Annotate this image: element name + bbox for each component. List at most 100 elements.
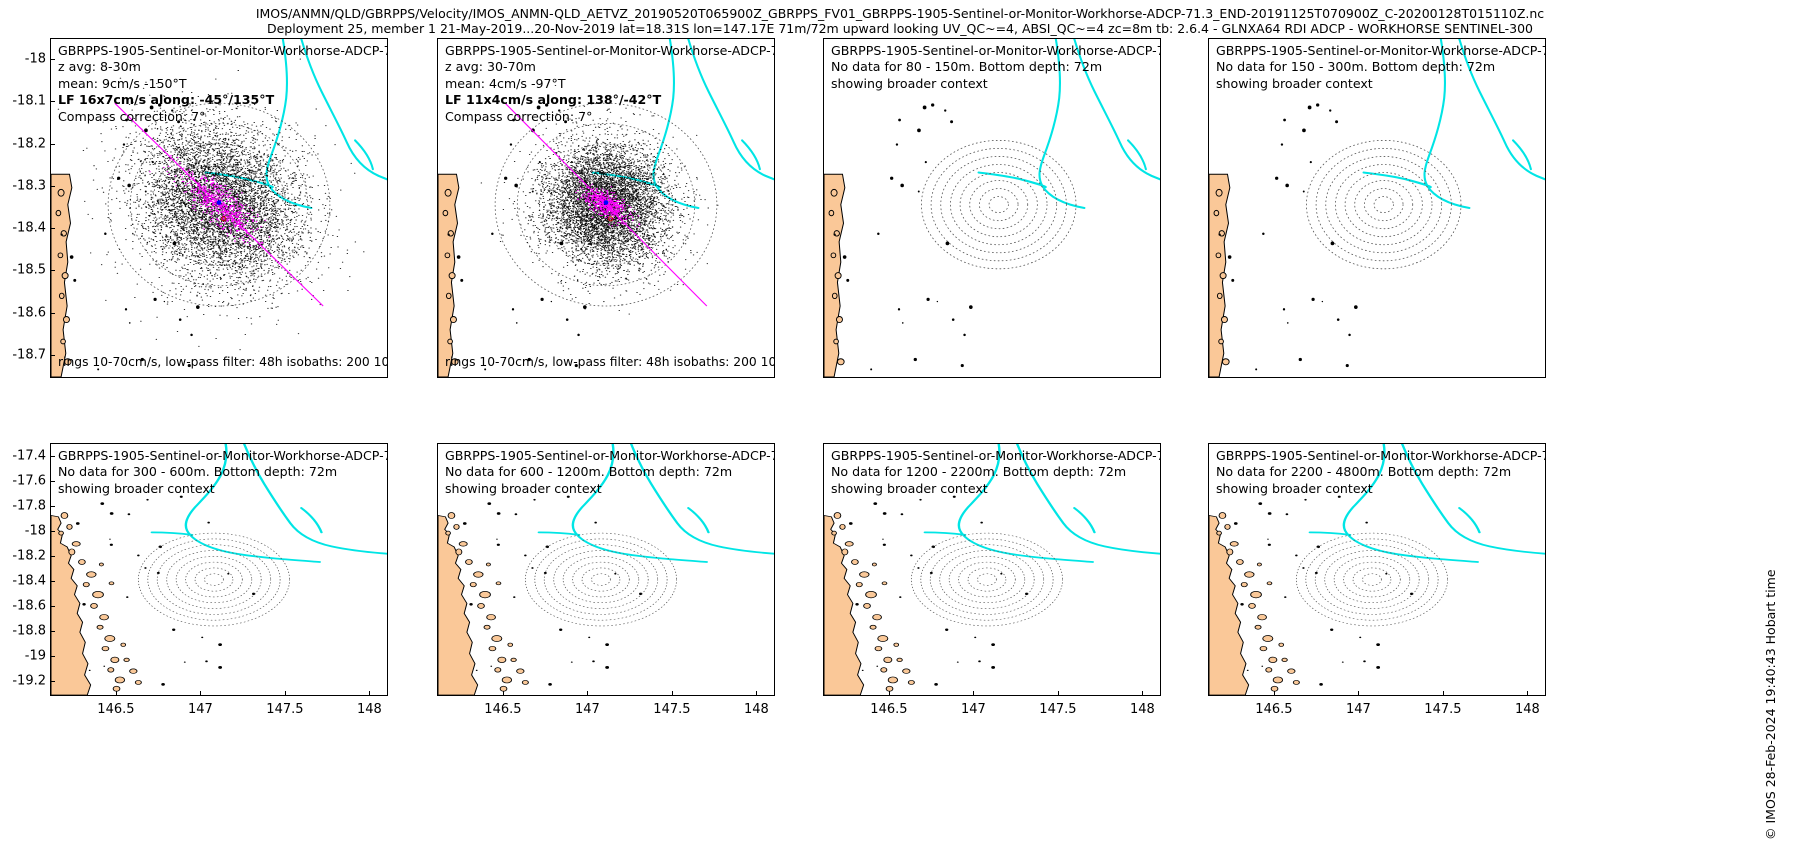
reef-speck bbox=[945, 241, 950, 246]
x-axis-tick-mark bbox=[587, 691, 589, 696]
speed-ring bbox=[1314, 544, 1430, 615]
y-axis-tick-mark bbox=[50, 455, 55, 457]
land-polygon bbox=[51, 173, 73, 377]
reef-island bbox=[1292, 680, 1300, 685]
panel-info-line: No data for 150 - 300m. Bottom depth: 72… bbox=[1216, 59, 1496, 75]
reef-island bbox=[834, 272, 842, 280]
reef-island bbox=[871, 562, 877, 567]
speed-ring bbox=[1295, 532, 1448, 627]
reef-speck bbox=[574, 363, 578, 368]
panel-info-line: showing broader context bbox=[1216, 480, 1373, 496]
panel-title: GBRPPS-1905-Sentinel-or-Monitor-Workhors… bbox=[831, 448, 1161, 463]
reef-speck bbox=[873, 502, 878, 505]
reef-speck bbox=[1341, 661, 1344, 663]
x-axis-tick-label: 147 bbox=[574, 702, 600, 717]
reef-island bbox=[869, 624, 877, 630]
reef-speck bbox=[490, 665, 493, 667]
y-axis-tick-label: -18.8 bbox=[12, 623, 46, 639]
isobath-contour bbox=[652, 39, 700, 210]
reef-island bbox=[1236, 559, 1244, 565]
x-axis-tick-label: 147.5 bbox=[266, 702, 304, 717]
reef-island bbox=[501, 676, 513, 684]
reef-speck bbox=[969, 305, 973, 309]
reef-island bbox=[129, 668, 138, 674]
reef-speck bbox=[1298, 357, 1302, 362]
reef-speck bbox=[1246, 669, 1249, 672]
reef-speck bbox=[543, 571, 547, 575]
reef-island bbox=[486, 614, 496, 621]
mooring-marker-blue bbox=[603, 200, 609, 205]
velocity-scatter bbox=[51, 39, 387, 377]
reef-speck bbox=[484, 368, 487, 371]
reef-speck bbox=[1385, 572, 1388, 575]
reef-speck bbox=[179, 495, 183, 498]
y-axis-tick-mark bbox=[50, 354, 55, 356]
y-axis-tick-label: -18 bbox=[24, 51, 46, 67]
reef-speck bbox=[504, 176, 508, 180]
reef-speck bbox=[1302, 567, 1305, 569]
reef-island bbox=[86, 571, 97, 578]
speed-ring bbox=[147, 538, 281, 621]
panel-info-line: mean: 4cm/s -97°T bbox=[445, 75, 566, 91]
x-axis-tick-mark bbox=[973, 691, 975, 696]
isobath-contour bbox=[1073, 39, 1160, 181]
reef-speck bbox=[513, 596, 516, 599]
reef-speck bbox=[475, 669, 478, 672]
reef-island bbox=[104, 635, 116, 642]
panel-footer: rings 10-70cm/s, low-pass filter: 48h is… bbox=[58, 355, 388, 369]
reef-speck bbox=[1365, 521, 1368, 524]
reef-island bbox=[98, 562, 104, 567]
speed-ring bbox=[1373, 196, 1394, 214]
x-axis-tick-mark bbox=[284, 691, 286, 696]
y-axis-tick-label: -18.6 bbox=[12, 305, 46, 321]
panel-info-line: LF 16x7cm/s along: -45°/135°T bbox=[58, 92, 275, 108]
y-axis-tick-mark bbox=[50, 312, 55, 314]
reef-island bbox=[101, 645, 110, 652]
reef-island bbox=[60, 338, 66, 345]
panel-info-line: LF 11x4cm/s along: 138°/-42°T bbox=[445, 92, 662, 108]
speed-rings bbox=[51, 444, 387, 695]
x-axis-tick-mark bbox=[671, 691, 673, 696]
isobath-contour bbox=[1308, 531, 1352, 536]
reef-island bbox=[1272, 676, 1284, 684]
y-axis-tick-mark bbox=[50, 143, 55, 145]
reef-speck bbox=[100, 502, 105, 505]
x-axis-tick-label: 147 bbox=[1345, 702, 1371, 717]
reef-speck bbox=[1240, 603, 1244, 606]
reef-speck bbox=[565, 318, 569, 321]
reef-island bbox=[447, 512, 456, 519]
reef-speck bbox=[531, 190, 534, 193]
reef-speck bbox=[960, 363, 964, 368]
reef-speck bbox=[564, 120, 568, 124]
reef-speck bbox=[172, 628, 176, 631]
reef-speck bbox=[588, 636, 591, 639]
reef-island bbox=[63, 358, 72, 366]
speed-ring bbox=[967, 567, 1007, 592]
reef-speck bbox=[605, 643, 609, 647]
reef-speck bbox=[161, 683, 165, 686]
y-axis-tick-label: -18.2 bbox=[12, 136, 46, 152]
isobath-contour bbox=[1038, 39, 1086, 210]
reef-island bbox=[1262, 635, 1274, 642]
reef-speck bbox=[870, 368, 873, 371]
reef-speck bbox=[931, 103, 935, 107]
speed-ring bbox=[166, 550, 262, 609]
reef-island bbox=[58, 292, 65, 300]
speed-ring bbox=[959, 172, 1038, 238]
reef-speck bbox=[917, 128, 921, 133]
reef-island bbox=[479, 590, 491, 599]
reef-speck bbox=[1218, 233, 1221, 236]
reef-island bbox=[61, 272, 69, 280]
map-artwork bbox=[438, 444, 774, 695]
reef-island bbox=[68, 548, 76, 556]
reef-speck bbox=[978, 660, 981, 663]
reef-island bbox=[855, 581, 863, 588]
reef-island bbox=[887, 676, 899, 684]
reef-island bbox=[458, 541, 468, 547]
reef-speck bbox=[1307, 105, 1312, 110]
map-artwork bbox=[1209, 444, 1545, 695]
reef-island bbox=[1226, 548, 1234, 556]
reef-speck bbox=[1231, 278, 1235, 282]
reef-island bbox=[71, 541, 81, 547]
